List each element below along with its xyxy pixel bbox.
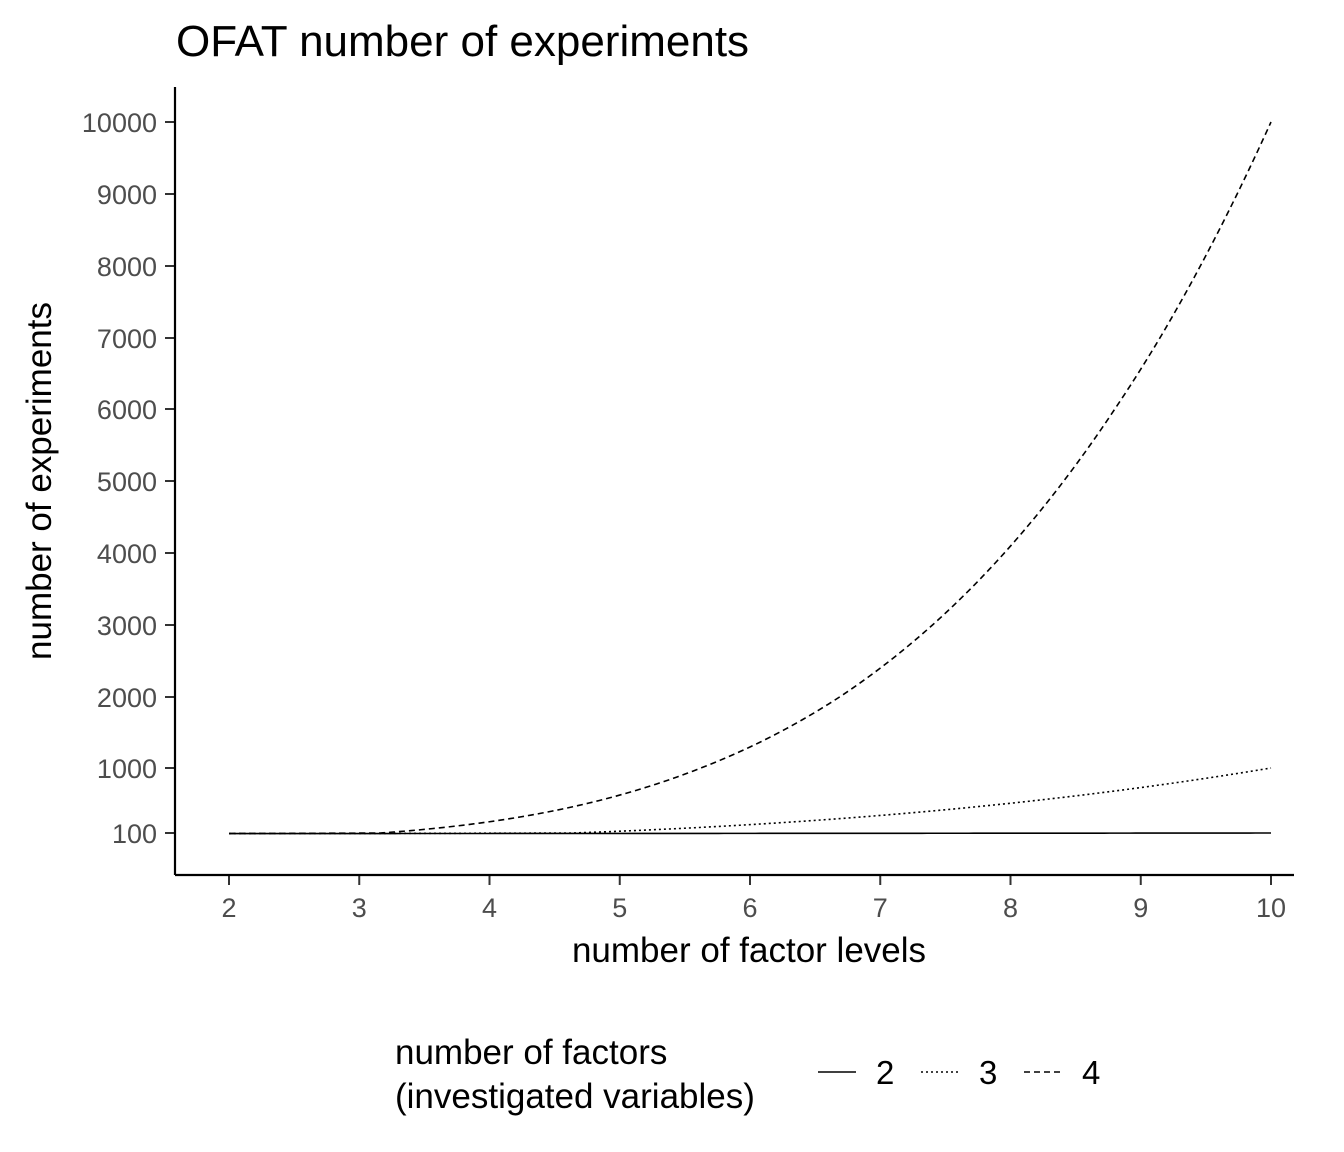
series-line-3 xyxy=(229,767,1272,835)
x-tick-label: 6 xyxy=(742,893,757,923)
series-line-2 xyxy=(229,832,1271,835)
legend-label-2: 2 xyxy=(876,1054,894,1091)
y-axis-ticks: 100 1000 2000 3000 4000 5000 6000 7000 8000 9000 1… xyxy=(82,108,175,849)
y-tick-label: 9000 xyxy=(97,180,157,210)
y-tick-label: 5000 xyxy=(97,467,157,497)
y-axis-title: number of experiments xyxy=(20,302,59,660)
x-axis-ticks: 2 3 4 5 6 7 8 9 10 xyxy=(221,875,1286,923)
x-tick-label: 9 xyxy=(1133,893,1148,923)
chart-title: OFAT number of experiments xyxy=(176,17,749,66)
y-tick-label: 2000 xyxy=(97,683,157,713)
x-tick-label: 10 xyxy=(1256,893,1286,923)
y-tick-label: 6000 xyxy=(97,395,157,425)
x-tick-label: 7 xyxy=(873,893,888,923)
legend-label-4: 4 xyxy=(1082,1054,1100,1091)
legend-title-line-2: (investigated variables) xyxy=(395,1077,755,1116)
y-tick-label: 1000 xyxy=(97,754,157,784)
x-tick-label: 2 xyxy=(221,893,236,923)
y-tick-label: 3000 xyxy=(97,611,157,641)
y-tick-label: 8000 xyxy=(97,252,157,282)
y-tick-label: 7000 xyxy=(97,324,157,354)
y-tick-label: 10000 xyxy=(82,108,157,138)
y-tick-label: 4000 xyxy=(97,539,157,569)
x-tick-label: 3 xyxy=(352,893,367,923)
legend: number of factors (investigated variable… xyxy=(395,1033,1100,1116)
legend-title-line-1: number of factors xyxy=(395,1033,667,1072)
x-tick-label: 4 xyxy=(482,893,497,923)
series-line-4 xyxy=(228,121,1272,835)
x-tick-label: 5 xyxy=(612,893,627,923)
y-tick-label: 100 xyxy=(112,819,157,849)
x-axis-title: number of factor levels xyxy=(572,931,926,970)
legend-label-3: 3 xyxy=(979,1054,997,1091)
plot-area xyxy=(228,121,1272,835)
x-tick-label: 8 xyxy=(1003,893,1018,923)
